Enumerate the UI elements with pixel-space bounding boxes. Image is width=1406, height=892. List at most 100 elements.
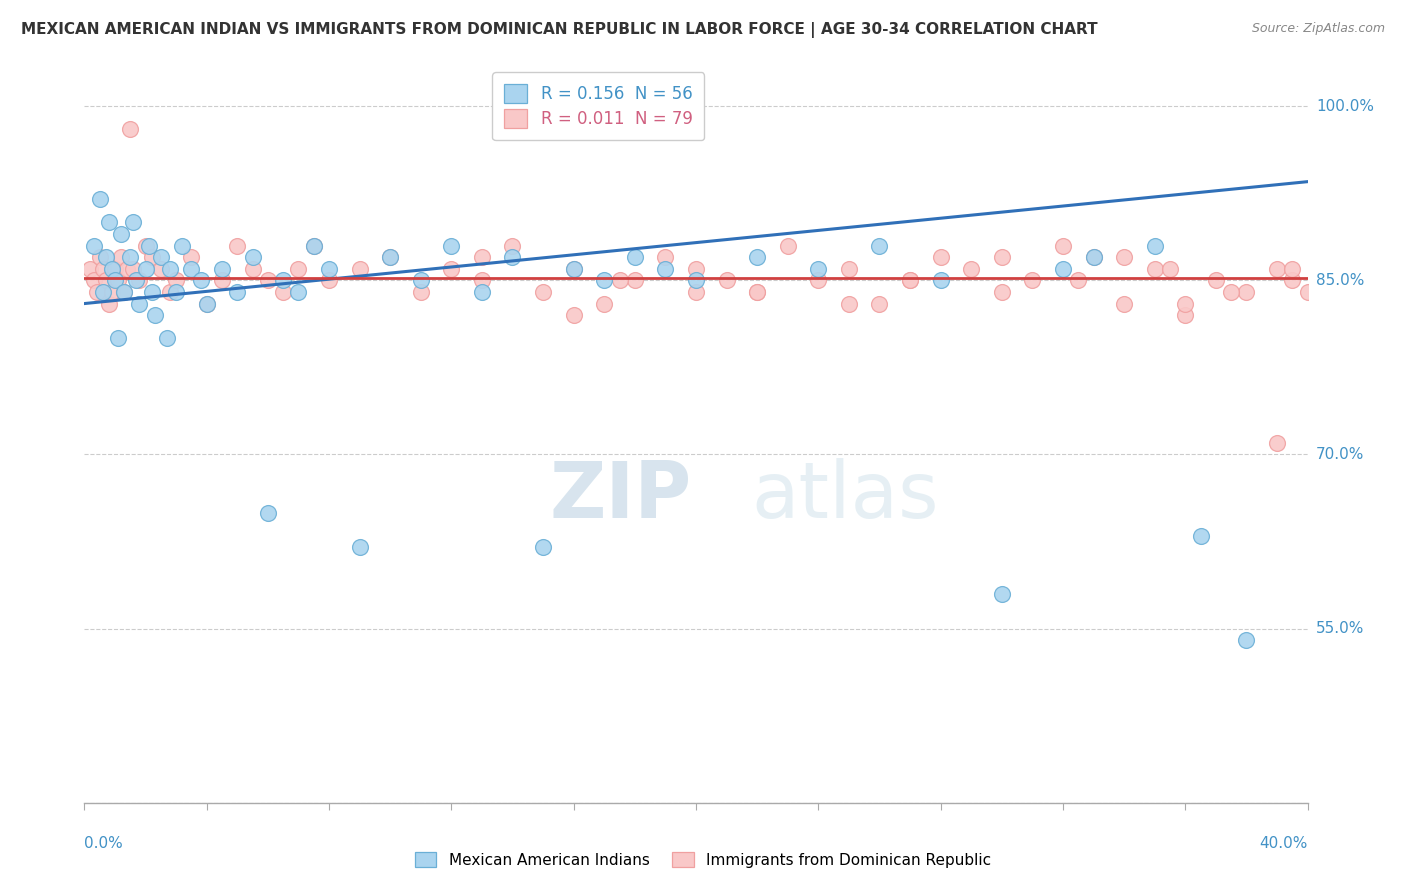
Point	[112, 285, 135, 299]
Point	[159, 261, 181, 276]
Point	[165, 273, 187, 287]
Point	[83, 273, 105, 287]
Point	[112, 285, 135, 299]
Point	[110, 250, 132, 264]
Point	[135, 261, 157, 276]
Point	[991, 587, 1014, 601]
Point	[380, 250, 402, 264]
Text: 100.0%: 100.0%	[1316, 99, 1374, 113]
Point	[349, 261, 371, 276]
Point	[1281, 273, 1303, 287]
Point	[1052, 261, 1074, 276]
Point	[83, 238, 105, 252]
Point	[929, 273, 952, 287]
Point	[125, 273, 148, 287]
Point	[869, 238, 891, 252]
Point	[1265, 436, 1288, 450]
Point	[226, 238, 249, 252]
Point	[1265, 261, 1288, 276]
Point	[149, 261, 172, 276]
Legend: R = 0.156  N = 56, R = 0.011  N = 79: R = 0.156 N = 56, R = 0.011 N = 79	[492, 72, 704, 140]
Point	[349, 541, 371, 555]
Text: 40.0%: 40.0%	[1260, 836, 1308, 851]
Point	[156, 331, 179, 345]
Point	[409, 273, 432, 287]
Point	[1236, 633, 1258, 648]
Point	[898, 273, 921, 287]
Point	[195, 296, 218, 310]
Point	[226, 285, 249, 299]
Point	[1143, 238, 1166, 252]
Point	[1143, 261, 1166, 276]
Point	[97, 296, 120, 310]
Point	[654, 250, 676, 264]
Point	[869, 296, 891, 310]
Point	[409, 285, 432, 299]
Point	[120, 122, 142, 136]
Point	[180, 261, 202, 276]
Point	[471, 285, 494, 299]
Point	[685, 285, 707, 299]
Point	[1083, 250, 1105, 264]
Point	[141, 285, 163, 299]
Text: Source: ZipAtlas.com: Source: ZipAtlas.com	[1251, 22, 1385, 36]
Point	[1220, 285, 1243, 299]
Point	[94, 250, 117, 264]
Point	[97, 215, 120, 229]
Text: 55.0%: 55.0%	[1316, 621, 1364, 636]
Point	[143, 308, 166, 322]
Point	[624, 273, 647, 287]
Point	[991, 285, 1014, 299]
Point	[716, 273, 738, 287]
Point	[271, 285, 294, 299]
Point	[685, 273, 707, 287]
Point	[1281, 261, 1303, 276]
Point	[1174, 296, 1197, 310]
Point	[747, 250, 769, 264]
Text: atlas: atlas	[751, 458, 939, 533]
Point	[318, 261, 340, 276]
Point	[929, 250, 952, 264]
Point	[122, 261, 145, 276]
Point	[165, 285, 187, 299]
Point	[107, 273, 129, 287]
Point	[101, 285, 124, 299]
Point	[89, 192, 111, 206]
Text: ZIP: ZIP	[550, 458, 692, 533]
Text: 70.0%: 70.0%	[1316, 447, 1364, 462]
Point	[91, 261, 114, 276]
Point	[138, 238, 160, 252]
Point	[94, 273, 117, 287]
Point	[1114, 296, 1136, 310]
Point	[141, 250, 163, 264]
Point	[609, 273, 631, 287]
Point	[318, 273, 340, 287]
Legend: Mexican American Indians, Immigrants from Dominican Republic: Mexican American Indians, Immigrants fro…	[408, 844, 998, 875]
Point	[302, 238, 325, 252]
Point	[257, 273, 280, 287]
Point	[271, 273, 294, 287]
Text: 0.0%: 0.0%	[84, 836, 124, 851]
Point	[562, 261, 585, 276]
Point	[593, 296, 616, 310]
Point	[242, 261, 264, 276]
Point	[747, 285, 769, 299]
Point	[776, 238, 799, 252]
Point	[86, 285, 108, 299]
Point	[190, 273, 212, 287]
Point	[302, 238, 325, 252]
Point	[562, 261, 585, 276]
Point	[502, 250, 524, 264]
Point	[440, 261, 463, 276]
Point	[211, 273, 233, 287]
Point	[172, 238, 194, 252]
Point	[107, 331, 129, 345]
Point	[1021, 273, 1043, 287]
Point	[120, 250, 142, 264]
Point	[502, 238, 524, 252]
Point	[91, 285, 114, 299]
Point	[122, 215, 145, 229]
Point	[128, 296, 150, 310]
Point	[257, 506, 280, 520]
Point	[838, 296, 860, 310]
